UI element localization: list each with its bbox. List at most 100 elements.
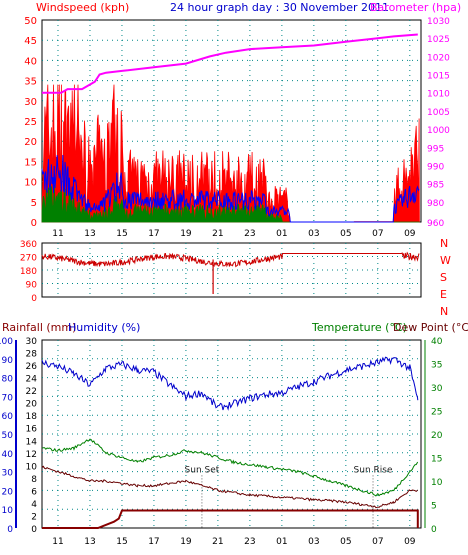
chart-title: 24 hour graph day : 30 November 2011 — [170, 1, 389, 14]
hour-label: 15 — [116, 229, 127, 239]
temperature-tick-label: 5 — [431, 502, 437, 512]
hour-label: 09 — [404, 229, 416, 239]
humidity-tick-label: 90 — [2, 356, 14, 366]
rain-tick-label: 26 — [26, 362, 38, 372]
temperature-tick-label: 15 — [431, 455, 442, 465]
barometer-tick-label: 1030 — [427, 17, 450, 27]
rain-tick-label: 20 — [26, 400, 38, 410]
hour-label: 03 — [308, 229, 319, 239]
hour-label: 19 — [180, 229, 192, 239]
hour-label: 21 — [212, 537, 223, 547]
hour-label: 19 — [180, 537, 192, 547]
humidity-tick-label: 30 — [2, 469, 14, 479]
hour-label: 17 — [148, 229, 159, 239]
wind-tick-label: 35 — [24, 77, 37, 88]
barometer-tick-label: 1005 — [427, 108, 450, 118]
wind-tick-label: 30 — [24, 97, 37, 108]
temperature-tick-label: 35 — [431, 361, 442, 371]
rain-tick-label: 4 — [31, 500, 37, 510]
direction-tick-label: 360 — [20, 240, 37, 250]
barometer-label: Barometer (hpa) — [370, 1, 461, 14]
rainfall-label: Rainfall (mm) — [2, 321, 76, 334]
rain-tick-label: 8 — [31, 475, 37, 485]
compass-label: S — [440, 271, 447, 284]
wind-tick-label: 5 — [31, 198, 37, 209]
barometer-tick-label: 1025 — [427, 35, 450, 45]
wind-panel: 0510152025303540455098098599099510001005… — [24, 16, 450, 239]
rain-tick-label: 6 — [31, 487, 37, 497]
wind-tick-label: 25 — [24, 117, 37, 128]
rain-tick-label: 16 — [26, 425, 38, 435]
humidity-tick-label: 0 — [7, 525, 13, 535]
direction-plot-frame — [41, 242, 422, 298]
wind-tick-label: 10 — [24, 178, 37, 189]
rain-tick-label: 14 — [26, 437, 38, 447]
dewpoint-label: Dew Point (°C) — [393, 321, 468, 334]
rain-tick-label: 30 — [26, 337, 38, 347]
humidity-tick-label: 100 — [0, 337, 13, 347]
hour-label: 21 — [212, 229, 223, 239]
humidity-label: Humidity (%) — [68, 321, 140, 334]
hour-label: 09 — [404, 537, 416, 547]
temperature-tick-label: 0 — [431, 525, 437, 535]
hour-label: 07 — [372, 229, 383, 239]
windspeed-label: Windspeed (kph) — [36, 1, 129, 14]
compass-label: N — [440, 305, 448, 318]
temperature-tick-label: 10 — [431, 478, 443, 488]
barometer-tick-label: 1020 — [427, 53, 450, 63]
temperature-tick-label: 30 — [431, 384, 443, 394]
temperature-series — [41, 438, 419, 497]
rain-tick-label: 18 — [26, 412, 38, 422]
wind-tick-label: 40 — [24, 56, 37, 67]
wind-tick-label: 0 — [31, 218, 37, 229]
temperature-tick-label: 40 — [431, 337, 443, 347]
compass-label: N — [440, 237, 448, 250]
direction-series — [41, 251, 420, 268]
rain-tick-label: 22 — [26, 387, 37, 397]
hour-label: 17 — [148, 537, 159, 547]
temperature-tick-label: 20 — [431, 431, 443, 441]
hour-label: 11 — [52, 537, 63, 547]
humidity-tick-label: 50 — [2, 431, 14, 441]
sunset-label: Sun Set — [185, 465, 220, 475]
rain-tick-label: 28 — [26, 350, 38, 360]
hour-label: 15 — [116, 537, 127, 547]
direction-tick-label: 90 — [26, 281, 38, 291]
humidity-tick-label: 40 — [2, 450, 14, 460]
hour-label: 23 — [244, 229, 255, 239]
direction-tick-label: 180 — [20, 267, 37, 277]
hour-label: 01 — [276, 229, 287, 239]
barometer-series — [42, 33, 418, 94]
hour-label: 23 — [244, 537, 255, 547]
barometer-tick-label: 980 — [427, 199, 444, 209]
humidity-series — [41, 356, 419, 411]
barometer-tick-label: 1015 — [427, 72, 450, 82]
hour-label: 03 — [308, 537, 319, 547]
hour-label: 11 — [52, 229, 63, 239]
wind-avg-series — [41, 154, 420, 223]
rain-tick-label: 24 — [26, 375, 38, 385]
hour-label: 13 — [84, 229, 95, 239]
hour-label: 13 — [84, 537, 95, 547]
barometer-tick-label: 985 — [427, 181, 444, 191]
compass-label: W — [440, 254, 451, 267]
wind-tick-label: 50 — [24, 16, 37, 27]
rain-tick-label: 12 — [26, 450, 37, 460]
barometer-tick-label: 960 — [427, 219, 444, 229]
hour-label: 07 — [372, 537, 383, 547]
temperature-tick-label: 25 — [431, 408, 442, 418]
wind-tick-label: 45 — [24, 36, 37, 47]
humidity-tick-label: 20 — [2, 487, 14, 497]
temperature-label: Temperature (°C) — [311, 321, 407, 334]
direction-tick-label: 0 — [31, 294, 37, 304]
rainfall-series — [42, 509, 419, 529]
barometer-tick-label: 1000 — [427, 126, 450, 136]
barometer-tick-label: 1010 — [427, 90, 450, 100]
barometer-tick-label: 990 — [427, 162, 444, 172]
temp-plot-frame — [41, 339, 422, 529]
hour-label: 05 — [340, 229, 351, 239]
sunrise-label: Sun Rise — [354, 465, 393, 475]
